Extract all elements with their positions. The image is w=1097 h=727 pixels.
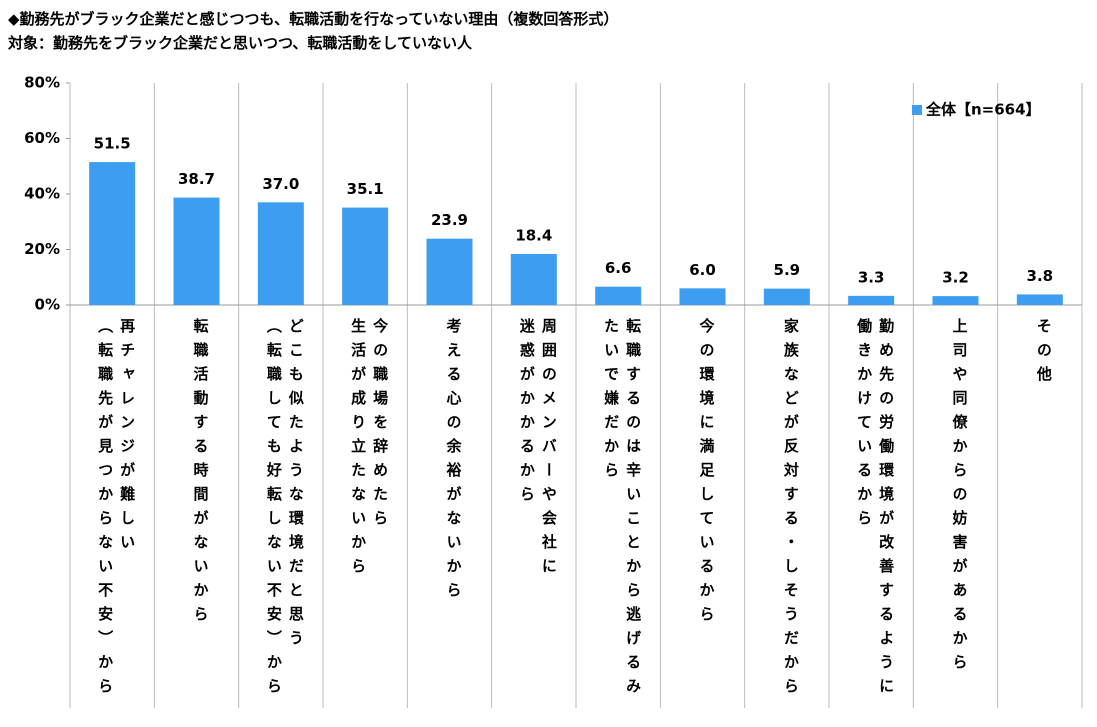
chart-title: ◆勤務先がブラック企業だと感じつつも、転職活動を行なっていない理由（複数回答形式… [8, 10, 619, 28]
x-tick-label: 再チャレンジが難しい （転職先が見つからない不安）から [96, 318, 137, 702]
value-label: 6.0 [689, 261, 716, 279]
bar [426, 238, 473, 305]
value-label: 51.5 [94, 135, 131, 153]
y-tick-label: 80% [24, 74, 60, 92]
value-label: 3.8 [1027, 267, 1054, 285]
x-tick-label: 勤め先の労働環境が改善するように 働きかけているから [855, 318, 896, 702]
chart-subtitle: 対象：勤務先をブラック企業だと思いつつ、転職活動をしていない人 [8, 34, 472, 52]
x-tick-label: 今の職場を辞めたら 生活が成り立たないから [349, 318, 390, 582]
value-label: 37.0 [262, 175, 299, 193]
bar [763, 288, 810, 305]
bar [342, 207, 389, 305]
x-tick-label: 家族などが反対する・しそうだから [781, 318, 800, 702]
x-tick-label: どこも似たような環境だと思う （転職しても好転しない不安）から [264, 318, 305, 702]
y-tick-label: 0% [35, 296, 60, 314]
legend-label: 全体【n=664】 [925, 101, 1041, 119]
bar [173, 197, 220, 305]
value-label: 23.9 [431, 211, 468, 229]
bar [595, 286, 642, 305]
x-tick-label: その他 [1034, 318, 1053, 390]
bar [848, 295, 895, 305]
x-tick-label: 転職するのは辛いことから逃げるみ たいで嫌だから [602, 318, 643, 702]
x-tick-label: 周囲のメンバーや会社に 迷惑がかかるから [517, 318, 558, 582]
x-tick-label: 考える心の余裕がないから [444, 318, 463, 606]
legend-swatch [912, 105, 922, 115]
value-label: 18.4 [515, 226, 552, 244]
value-label: 3.2 [942, 269, 969, 287]
y-tick-label: 40% [24, 185, 60, 203]
x-tick-label: 上司や同僚からの妨害があるから [950, 318, 969, 678]
y-tick-label: 20% [24, 240, 60, 258]
value-label: 5.9 [774, 261, 801, 279]
x-tick-label: 転職活動する時間がないから [191, 318, 210, 630]
bar [257, 202, 304, 305]
bar [679, 288, 726, 305]
value-label: 3.3 [858, 268, 885, 286]
bar [510, 253, 557, 305]
y-tick-label: 60% [24, 129, 60, 147]
bar [89, 162, 136, 305]
bar [1016, 294, 1063, 305]
bar [932, 296, 979, 305]
value-label: 6.6 [605, 259, 632, 277]
value-label: 38.7 [178, 170, 215, 188]
x-tick-label: 今の環境に満足しているから [697, 318, 716, 630]
value-label: 35.1 [347, 180, 384, 198]
